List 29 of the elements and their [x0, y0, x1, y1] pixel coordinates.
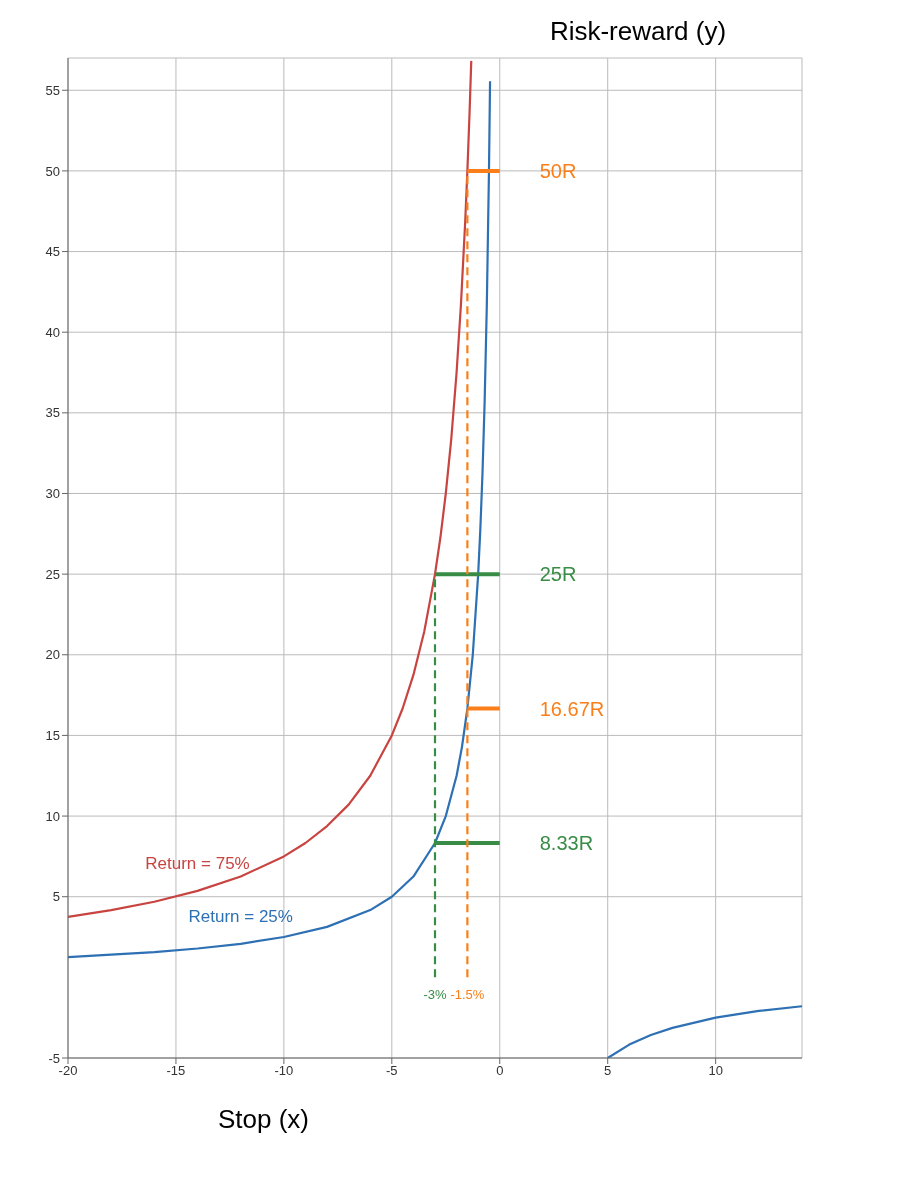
x-tick-label: 5 — [604, 1063, 612, 1079]
annotation: 50R — [539, 160, 577, 182]
y-axis-title: Risk-reward (y) — [549, 16, 727, 46]
annotation: 8.33R — [539, 832, 594, 855]
annotation: -1.5% — [450, 986, 485, 1002]
y-tick-label: 40 — [45, 324, 60, 340]
series-label: Return = 75% — [145, 853, 250, 873]
x-tick-label: -10 — [274, 1063, 294, 1079]
y-tick-label: 15 — [45, 728, 60, 744]
x-axis-title: Stop (x) — [218, 1104, 310, 1134]
y-tick-label: 45 — [45, 244, 60, 260]
x-tick-label: 0 — [496, 1063, 504, 1079]
series-label: Return = 25% — [188, 906, 293, 926]
x-tick-label: 10 — [708, 1063, 723, 1079]
y-tick-label: 50 — [45, 163, 60, 179]
y-tick-label: 5 — [52, 889, 60, 905]
y-tick-label: 10 — [45, 808, 60, 824]
x-tick-label: -20 — [58, 1063, 78, 1079]
y-tick-label: 55 — [45, 82, 60, 98]
y-tick-label: 20 — [45, 647, 60, 663]
y-tick-label: 30 — [45, 486, 60, 502]
annotation: -3% — [423, 986, 447, 1002]
y-tick-label: -5 — [48, 1050, 60, 1066]
y-tick-label: 35 — [45, 405, 60, 421]
annotation: 16.67R — [539, 697, 605, 720]
y-tick-label: 25 — [45, 566, 60, 582]
x-tick-label: -15 — [166, 1063, 186, 1079]
annotation: 25R — [539, 563, 577, 586]
x-tick-label: -5 — [386, 1063, 398, 1079]
